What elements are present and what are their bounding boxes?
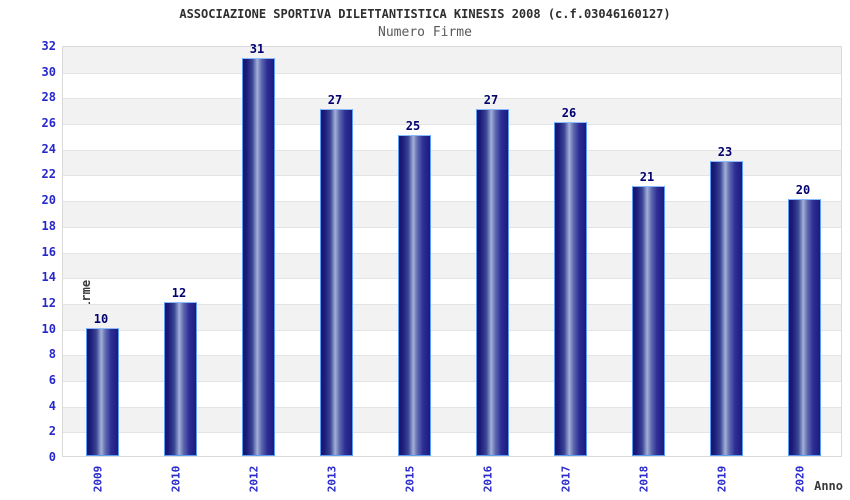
grid-line bbox=[63, 432, 841, 434]
grid-line bbox=[63, 124, 841, 126]
y-tick-label: 24 bbox=[41, 141, 56, 156]
chart-title: ASSOCIAZIONE SPORTIVA DILETTANTISTICA KI… bbox=[179, 7, 671, 21]
x-tick-label: 2019 bbox=[715, 465, 729, 493]
bar-value-label: 26 bbox=[561, 106, 577, 121]
grid-line bbox=[63, 226, 841, 228]
grid-line bbox=[63, 303, 841, 305]
grid-line bbox=[63, 355, 841, 357]
bar-value-label: 12 bbox=[171, 285, 187, 300]
x-tick-label: 2010 bbox=[169, 465, 183, 493]
grid-line bbox=[63, 406, 841, 408]
bar-value-label: 31 bbox=[249, 41, 265, 56]
grid-line bbox=[63, 201, 841, 203]
y-tick-label: 16 bbox=[41, 244, 56, 259]
bar-value-label: 27 bbox=[483, 93, 499, 108]
bar-2016 bbox=[475, 109, 509, 456]
y-tick-label: 14 bbox=[41, 270, 56, 285]
x-tick-label: 2016 bbox=[481, 465, 495, 493]
bar-value-label: 20 bbox=[795, 183, 811, 198]
x-tick-label: 2017 bbox=[559, 465, 573, 493]
y-tick-label: 10 bbox=[41, 321, 56, 336]
bar-2020 bbox=[787, 199, 821, 456]
grid-line bbox=[63, 98, 841, 100]
y-tick-label: 22 bbox=[41, 167, 56, 182]
bar-value-label: 25 bbox=[405, 118, 421, 133]
y-tick-label: 2 bbox=[48, 424, 56, 439]
grid-line bbox=[63, 175, 841, 177]
bar-value-label: 27 bbox=[327, 93, 343, 108]
grid-line bbox=[63, 278, 841, 280]
plot-area: Firme bbox=[62, 46, 842, 457]
bar-2015 bbox=[397, 134, 431, 456]
grid-line bbox=[63, 149, 841, 151]
grid-line bbox=[63, 329, 841, 331]
x-tick-label: 2012 bbox=[247, 465, 261, 493]
bar-2019 bbox=[709, 160, 743, 456]
y-tick-label: 12 bbox=[41, 295, 56, 310]
bar-2018 bbox=[631, 186, 665, 456]
x-tick-label: 2020 bbox=[793, 465, 807, 493]
bar-value-label: 21 bbox=[639, 170, 655, 185]
bar-2012 bbox=[241, 57, 275, 456]
bar-value-label: 23 bbox=[717, 144, 733, 159]
y-tick-label: 28 bbox=[41, 90, 56, 105]
y-tick-label: 26 bbox=[41, 116, 56, 131]
grid-line bbox=[63, 252, 841, 254]
x-tick-label: 2015 bbox=[403, 465, 417, 493]
y-tick-label: 8 bbox=[48, 347, 56, 362]
grid-line bbox=[63, 380, 841, 382]
y-tick-label: 18 bbox=[41, 218, 56, 233]
chart-subtitle: Numero Firme bbox=[378, 25, 472, 40]
x-tick-label: 2018 bbox=[637, 465, 651, 493]
grid-line bbox=[63, 72, 841, 74]
grid-band bbox=[63, 47, 841, 73]
bar-2017 bbox=[553, 122, 587, 456]
y-tick-label: 0 bbox=[48, 450, 56, 464]
x-axis-title: Anno bbox=[814, 479, 843, 493]
bar-2013 bbox=[319, 109, 353, 456]
y-tick-label: 20 bbox=[41, 193, 56, 208]
y-tick-label: 30 bbox=[41, 64, 56, 79]
y-tick-label: 6 bbox=[48, 372, 56, 387]
bar-value-label: 10 bbox=[93, 311, 109, 326]
bar-2010 bbox=[163, 301, 197, 456]
x-tick-label: 2009 bbox=[91, 465, 105, 493]
y-tick-label: 4 bbox=[48, 398, 56, 413]
grid-band bbox=[63, 73, 841, 99]
y-tick-label: 32 bbox=[41, 39, 56, 53]
x-tick-label: 2013 bbox=[325, 465, 339, 493]
grid-band bbox=[63, 98, 841, 125]
bar-2009 bbox=[85, 327, 119, 456]
